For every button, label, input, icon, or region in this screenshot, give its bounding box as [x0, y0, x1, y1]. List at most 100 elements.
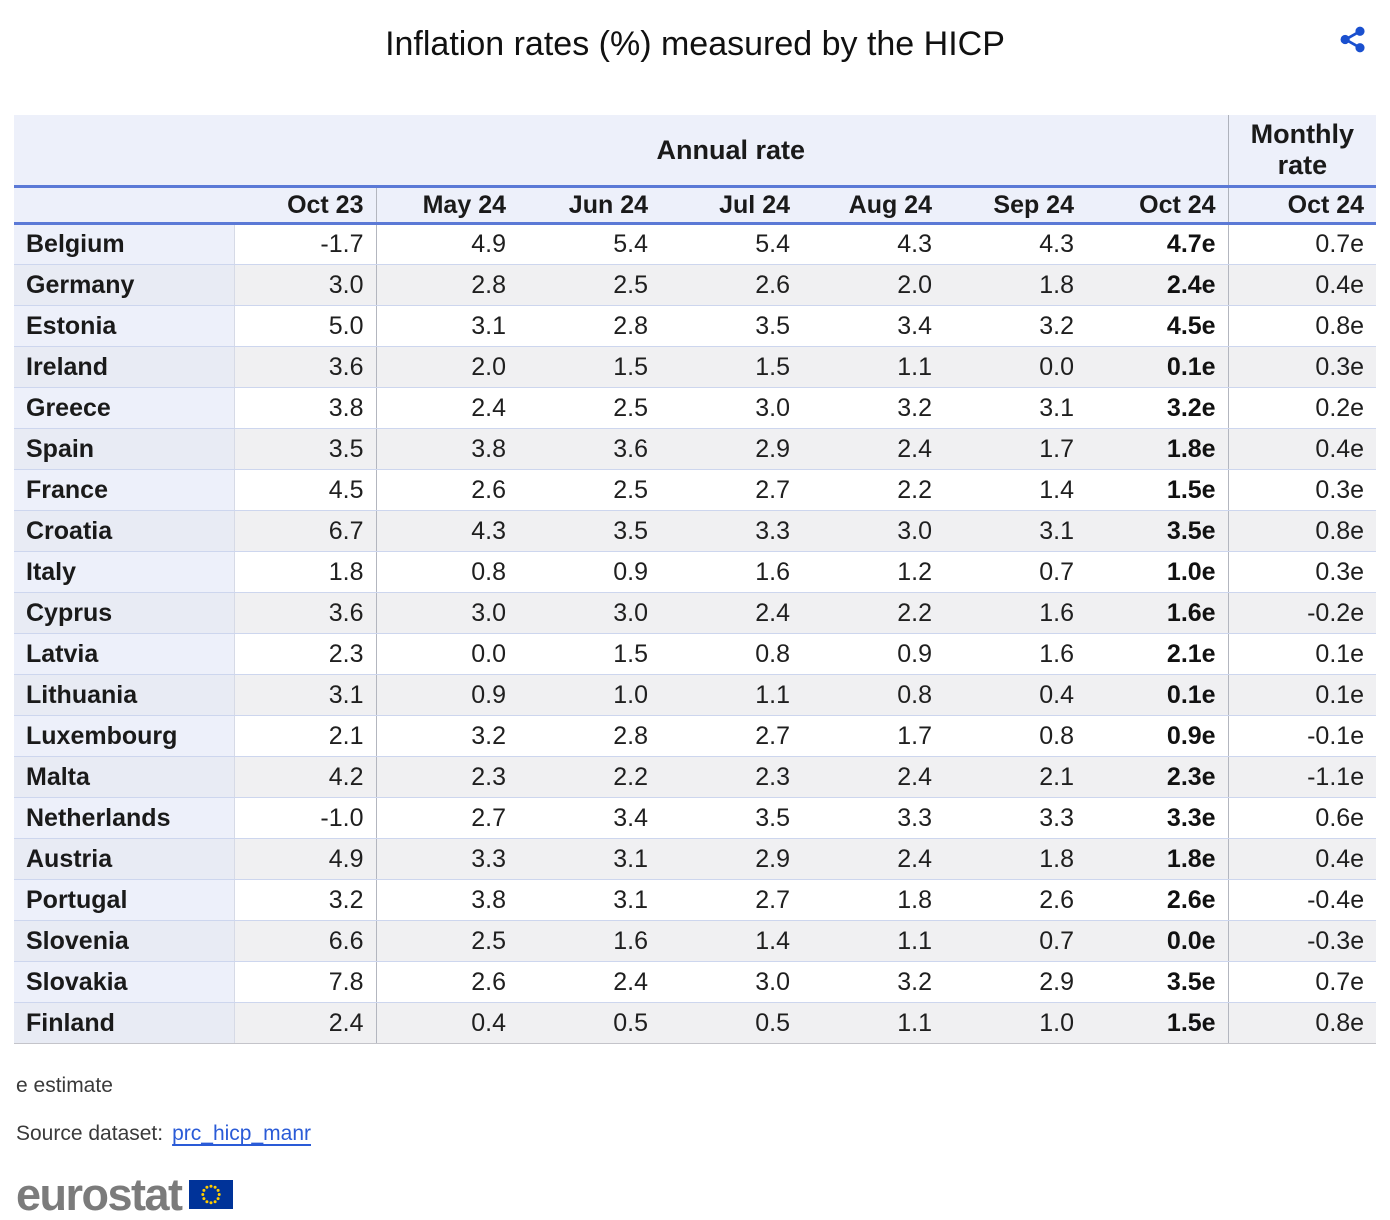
country-label: Slovenia [14, 920, 235, 963]
monthly-value: 0.3e [1227, 551, 1377, 594]
annual-value: 4.3 [802, 223, 944, 266]
monthly-value: 0.4e [1227, 428, 1377, 471]
annual-value: 2.5 [518, 264, 660, 307]
annual-value: 4.3 [376, 510, 518, 553]
monthly-value: -0.4e [1227, 879, 1377, 922]
annual-value: 4.5 [234, 469, 377, 512]
annual-value: 5.0 [234, 305, 377, 348]
column-header-sep-24: Sep 24 [944, 186, 1086, 226]
table-row: Germany 3.0 2.8 2.5 2.6 2.0 1.8 2.4e 0.4e [14, 264, 1377, 307]
monthly-value: 0.7e [1227, 961, 1377, 1004]
annual-value: 0.0 [376, 633, 518, 676]
source-dataset-link[interactable]: prc_hicp_manr [172, 1122, 311, 1146]
annual-value: 3.5e [1086, 510, 1229, 553]
annual-value: 3.6 [518, 428, 660, 471]
annual-value: 0.4 [376, 1002, 518, 1045]
table-row: Estonia 5.0 3.1 2.8 3.5 3.4 3.2 4.5e 0.8e [14, 305, 1377, 348]
annual-value: 2.7 [660, 715, 802, 758]
table-row: Latvia 2.3 0.0 1.5 0.8 0.9 1.6 2.1e 0.1e [14, 633, 1377, 676]
monthly-value: -0.1e [1227, 715, 1377, 758]
country-label: Finland [14, 1002, 235, 1045]
monthly-value: 0.3e [1227, 469, 1377, 512]
annual-value: 3.2e [1086, 387, 1229, 430]
annual-value: 1.5 [518, 633, 660, 676]
annual-value: 0.7 [944, 920, 1086, 963]
annual-value: 4.7e [1086, 223, 1229, 266]
table-row: Austria 4.9 3.3 3.1 2.9 2.4 1.8 1.8e 0.4e [14, 838, 1377, 881]
annual-value: 2.5 [518, 387, 660, 430]
annual-value: 1.7 [944, 428, 1086, 471]
annual-value: 1.0 [518, 674, 660, 717]
annual-value: 3.1 [944, 510, 1086, 553]
monthly-value: 0.8e [1227, 305, 1377, 348]
column-header-monthly-oct-24: Oct 24 [1227, 186, 1377, 226]
annual-value: 2.4e [1086, 264, 1229, 307]
annual-value: 2.9 [660, 838, 802, 881]
monthly-value: 0.4e [1227, 264, 1377, 307]
annual-value: 1.5 [518, 346, 660, 389]
annual-value: 2.6 [376, 469, 518, 512]
column-header-aug-24: Aug 24 [802, 186, 944, 226]
country-label: Spain [14, 428, 235, 471]
annual-value: 4.3 [944, 223, 1086, 266]
monthly-value: -0.2e [1227, 592, 1377, 635]
country-label: Ireland [14, 346, 235, 389]
annual-value: 0.9 [802, 633, 944, 676]
annual-value: 3.5 [234, 428, 377, 471]
monthly-value: 0.8e [1227, 510, 1377, 553]
annual-value: 2.5 [518, 469, 660, 512]
country-label: France [14, 469, 235, 512]
annual-value: 2.6 [660, 264, 802, 307]
table-column-header-row: Oct 23 May 24 Jun 24 Jul 24 Aug 24 Sep 24 Oct … [14, 186, 1377, 226]
annual-value: 1.4 [944, 469, 1086, 512]
country-label: Lithuania [14, 674, 235, 717]
annual-value: 3.2 [376, 715, 518, 758]
source-dataset-label: Source dataset: [16, 1122, 164, 1146]
annual-value: 1.6 [660, 551, 802, 594]
annual-value: 3.2 [802, 961, 944, 1004]
country-label: Greece [14, 387, 235, 430]
eu-flag-icon [188, 1180, 233, 1210]
column-header-oct-23: Oct 23 [234, 186, 377, 226]
annual-value: 1.1 [802, 920, 944, 963]
annual-value: 3.1 [234, 674, 377, 717]
annual-value: 2.8 [518, 305, 660, 348]
country-label: Estonia [14, 305, 235, 348]
share-button[interactable] [1334, 22, 1370, 58]
annual-value: 3.2 [234, 879, 377, 922]
country-label: Latvia [14, 633, 235, 676]
annual-value: 1.7 [802, 715, 944, 758]
annual-value: 2.1 [944, 756, 1086, 799]
country-label: Italy [14, 551, 235, 594]
annual-value: 3.0 [660, 387, 802, 430]
annual-value: 2.2 [518, 756, 660, 799]
annual-value: 2.9 [660, 428, 802, 471]
monthly-value: 0.1e [1227, 633, 1377, 676]
annual-value: 1.6 [944, 633, 1086, 676]
annual-value: 3.0 [802, 510, 944, 553]
annual-value: 0.7 [944, 551, 1086, 594]
annual-value: 4.9 [234, 838, 377, 881]
annual-value: 0.4 [944, 674, 1086, 717]
table-row: Spain 3.5 3.8 3.6 2.9 2.4 1.7 1.8e 0.4e [14, 428, 1377, 471]
country-label: Croatia [14, 510, 235, 553]
annual-value: 3.0 [234, 264, 377, 307]
annual-value: 3.2 [944, 305, 1086, 348]
country-label: Malta [14, 756, 235, 799]
annual-value: 0.0e [1086, 920, 1229, 963]
annual-value: 1.8 [802, 879, 944, 922]
annual-value: 1.8 [234, 551, 377, 594]
annual-value: 2.4 [802, 428, 944, 471]
annual-value: 2.8 [518, 715, 660, 758]
annual-value: -1.7 [234, 223, 377, 266]
annual-value: 0.8 [660, 633, 802, 676]
monthly-value: 0.1e [1227, 674, 1377, 717]
annual-value: 1.0 [944, 1002, 1086, 1045]
corner-cell-top [14, 115, 234, 189]
annual-value: -1.0 [234, 797, 377, 840]
annual-value: 0.5 [660, 1002, 802, 1045]
annual-value: 2.3 [234, 633, 377, 676]
column-header-oct-24: Oct 24 [1086, 186, 1229, 226]
annual-value: 3.1 [944, 387, 1086, 430]
annual-value: 3.5e [1086, 961, 1229, 1004]
